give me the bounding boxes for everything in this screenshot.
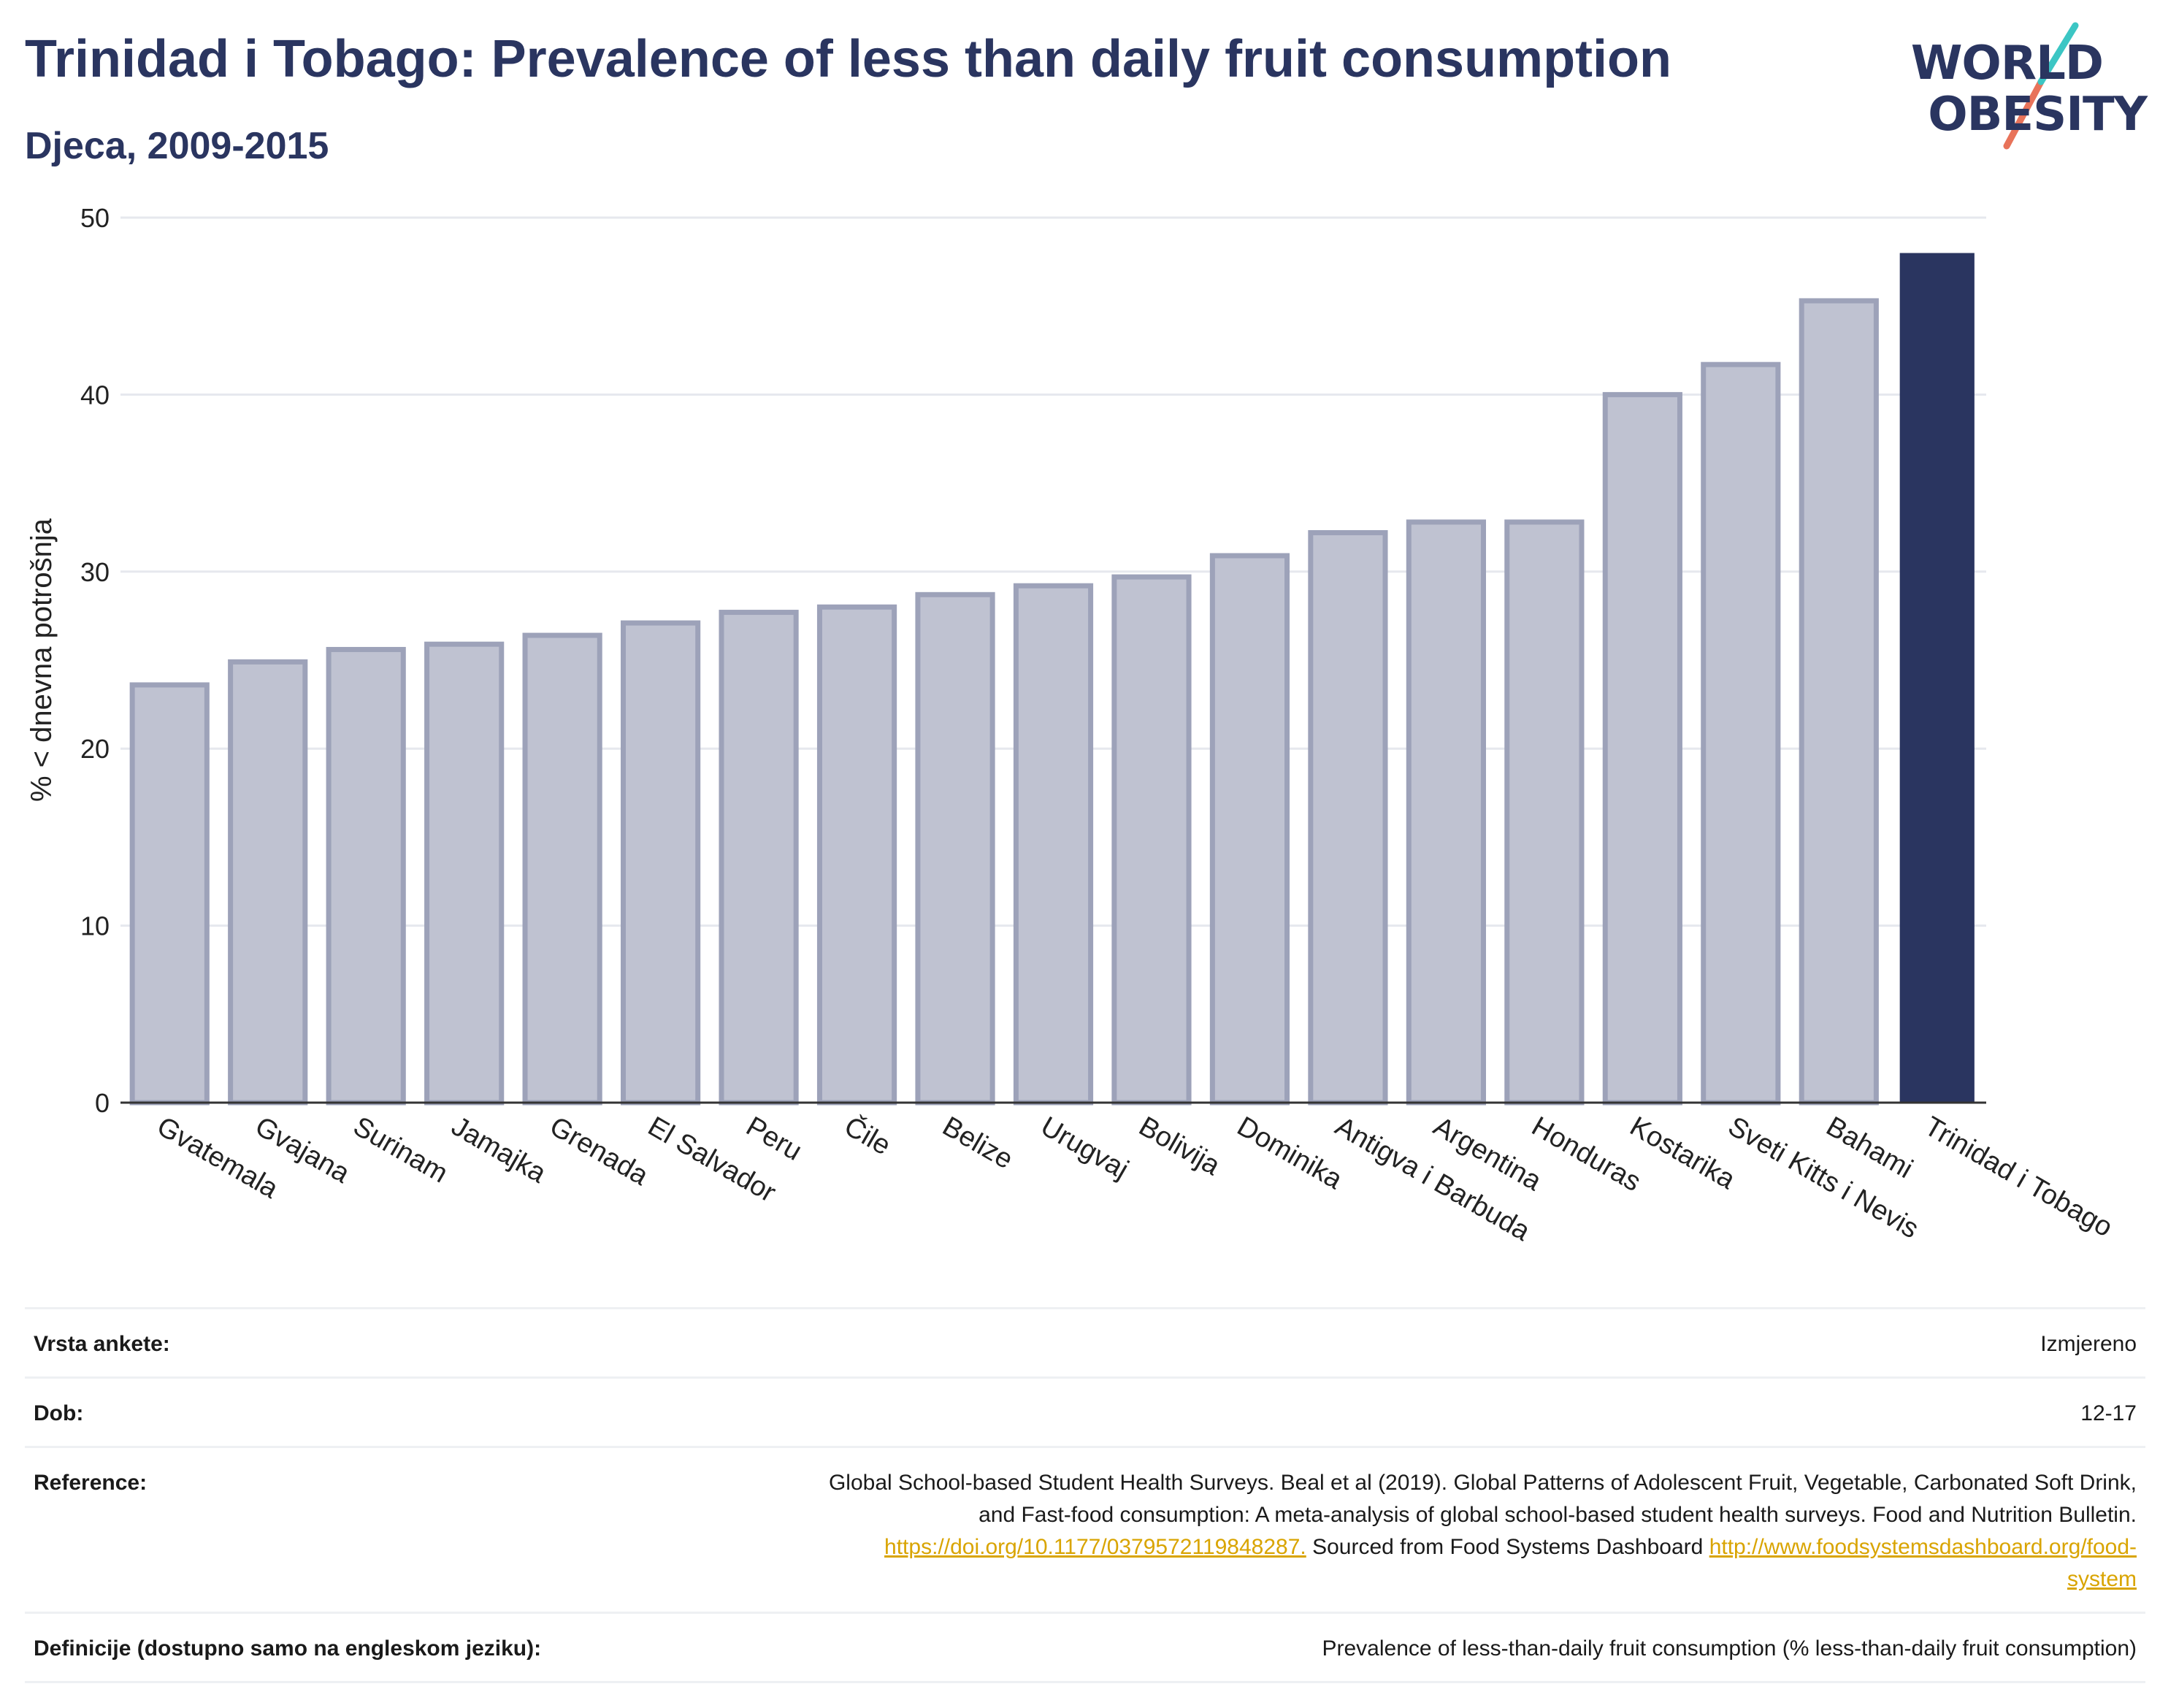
x-tick-label: Honduras	[1526, 1111, 1646, 1198]
page-subtitle: Djeca, 2009-2015	[25, 125, 329, 167]
bar	[1799, 298, 1879, 1106]
doi-link[interactable]: https://doi.org/10.1177/0379572119848287…	[884, 1535, 1306, 1559]
age-label: Dob:	[25, 1376, 568, 1447]
x-tick-labels: GvatemalaGvajanaSurinamJamajkaGrenadaEl …	[152, 1110, 2118, 1248]
y-tick-label: 40	[80, 380, 110, 410]
logo-line-1: WORLD	[1910, 37, 2104, 91]
bars	[129, 253, 1975, 1106]
info-row-definitions: Definicije (dostupno samo na engleskom j…	[25, 1612, 2145, 1683]
bar	[816, 604, 897, 1106]
survey-type-value: Izmjereno	[568, 1307, 2145, 1378]
bar	[915, 591, 995, 1106]
survey-type-label: Vrsta ankete:	[25, 1307, 568, 1378]
x-tick-label: Grenada	[545, 1111, 654, 1192]
bar	[1701, 361, 1781, 1106]
bar	[1209, 553, 1290, 1106]
age-value: 12-17	[568, 1376, 2145, 1447]
y-tick-label: 10	[80, 911, 110, 941]
x-tick-label: Peru	[741, 1111, 808, 1167]
definitions-label: Definicije (dostupno samo na engleskom j…	[25, 1612, 568, 1683]
reference-text-3: Sourced from Food Systems Dashboard	[1306, 1535, 1709, 1559]
info-table: Vrsta ankete: Izmjereno Dob: 12-17 Refer…	[25, 1307, 2145, 1683]
bar	[621, 620, 701, 1106]
bar	[1013, 583, 1094, 1106]
x-tick-label: Kostarika	[1625, 1111, 1741, 1195]
bar	[424, 641, 505, 1106]
dashboard-link-part-2[interactable]: system	[2067, 1567, 2137, 1591]
dashboard-link-part-1[interactable]: http://www.foodsystemsdashboard.org/food…	[1709, 1535, 2137, 1559]
y-tick-labels: 0 10 20 30 40 50	[80, 203, 110, 1118]
y-tick-label: 20	[80, 734, 110, 764]
bar	[129, 682, 210, 1106]
logo-line-2: OBESITY	[1928, 88, 2148, 142]
bar	[1406, 519, 1486, 1106]
bar	[1602, 391, 1682, 1106]
bar	[1111, 574, 1192, 1106]
page-title: Trinidad i Tobago: Prevalence of less th…	[25, 30, 1671, 88]
bar	[1308, 529, 1388, 1106]
bar-chart: 0 10 20 30 40 50 GvatemalaGvajanaSurinamJamaj…	[26, 203, 2118, 1248]
reference-label: Reference:	[25, 1446, 568, 1613]
logo-slash-icon	[2003, 22, 2079, 150]
y-tick-label: 50	[80, 203, 110, 233]
y-axis-label: % < dnevna potrošnja	[26, 518, 58, 802]
info-row-survey-type: Vrsta ankete: Izmjereno	[25, 1307, 2145, 1378]
bar	[719, 610, 799, 1106]
x-tick-label: Surinam	[348, 1111, 453, 1189]
reference-text-1: Global School-based Student Health Surve…	[828, 1471, 2137, 1495]
x-tick-label: Dominika	[1232, 1111, 1348, 1195]
bar	[228, 659, 308, 1106]
bar	[522, 632, 602, 1106]
x-tick-label: Jamajka	[446, 1111, 551, 1190]
info-row-age: Dob: 12-17	[25, 1376, 2145, 1447]
definitions-value: Prevalence of less-than-daily fruit cons…	[568, 1612, 2145, 1683]
x-tick-label: Trinidad i Tobago	[1919, 1111, 2118, 1243]
y-tick-label: 0	[95, 1088, 110, 1118]
reference-value: Global School-based Student Health Surve…	[568, 1446, 2145, 1613]
bar	[1899, 253, 1975, 1103]
world-obesity-logo: WORLD OBESITY	[1906, 15, 2148, 161]
reference-text-2: and Fast-food consumption: A meta-analys…	[978, 1503, 2137, 1527]
x-tick-label: Bolivija	[1133, 1111, 1225, 1182]
info-row-reference: Reference: Global School-based Student H…	[25, 1446, 2145, 1613]
bar	[326, 646, 406, 1106]
x-tick-label: Belize	[938, 1111, 1019, 1175]
y-tick-label: 30	[80, 557, 110, 587]
x-tick-label: Urugvaj	[1035, 1111, 1133, 1185]
bar	[1504, 519, 1585, 1106]
x-tick-label: Čile	[839, 1110, 897, 1162]
